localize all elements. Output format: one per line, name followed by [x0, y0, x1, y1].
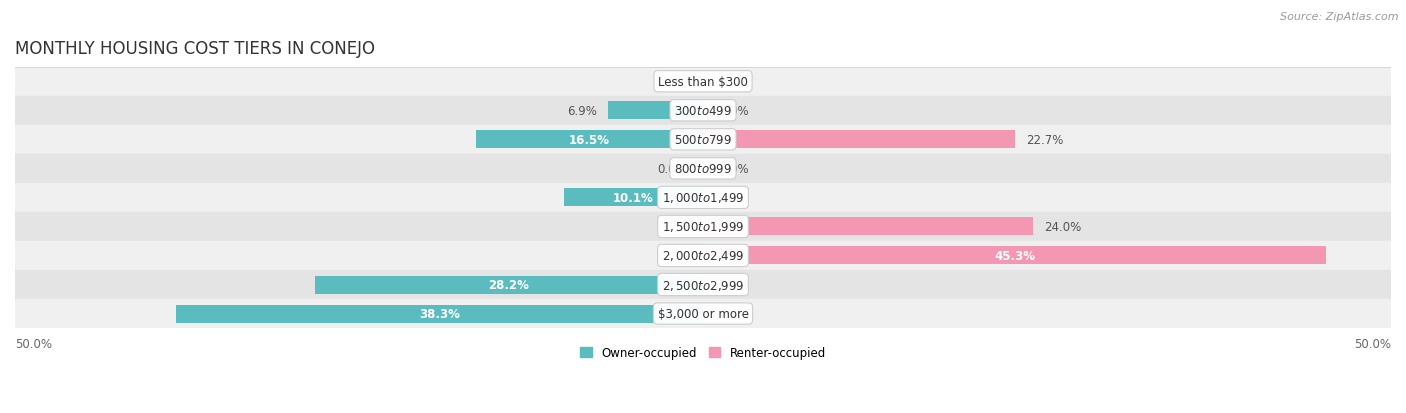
Text: $1,000 to $1,499: $1,000 to $1,499 [662, 191, 744, 205]
Bar [15, 271, 1391, 299]
Bar [703, 247, 1326, 265]
Text: 0.0%: 0.0% [720, 162, 749, 176]
Bar [15, 68, 1391, 97]
Text: 50.0%: 50.0% [1354, 337, 1391, 350]
Text: $800 to $999: $800 to $999 [673, 162, 733, 176]
Bar [15, 126, 1391, 154]
Text: 0.0%: 0.0% [720, 278, 749, 291]
Bar [15, 183, 1391, 212]
Text: 45.3%: 45.3% [994, 249, 1035, 262]
Bar [15, 97, 1391, 126]
Text: 22.7%: 22.7% [1026, 133, 1064, 147]
Bar [607, 102, 703, 120]
Text: 0.0%: 0.0% [720, 104, 749, 118]
Text: 0.0%: 0.0% [720, 76, 749, 88]
Bar [315, 276, 703, 294]
Text: 0.0%: 0.0% [657, 162, 686, 176]
Text: 0.0%: 0.0% [720, 192, 749, 204]
Text: 28.2%: 28.2% [488, 278, 530, 291]
Text: 0.0%: 0.0% [657, 76, 686, 88]
Bar [15, 154, 1391, 183]
Bar [15, 241, 1391, 271]
Bar [477, 131, 703, 149]
Text: Less than $300: Less than $300 [658, 76, 748, 88]
Text: 38.3%: 38.3% [419, 307, 460, 320]
Bar [703, 218, 1033, 236]
Bar [15, 299, 1391, 328]
Bar [15, 212, 1391, 241]
Text: $1,500 to $1,999: $1,500 to $1,999 [662, 220, 744, 234]
Text: 16.5%: 16.5% [569, 133, 610, 147]
Text: MONTHLY HOUSING COST TIERS IN CONEJO: MONTHLY HOUSING COST TIERS IN CONEJO [15, 40, 375, 58]
Text: 10.1%: 10.1% [613, 192, 654, 204]
Text: $500 to $799: $500 to $799 [673, 133, 733, 147]
Bar [564, 189, 703, 207]
Text: 0.0%: 0.0% [720, 307, 749, 320]
Bar [703, 131, 1015, 149]
Text: 50.0%: 50.0% [15, 337, 52, 350]
Text: 24.0%: 24.0% [1045, 221, 1081, 233]
Text: $300 to $499: $300 to $499 [673, 104, 733, 118]
Text: 0.0%: 0.0% [657, 249, 686, 262]
Bar [176, 305, 703, 323]
Text: 0.0%: 0.0% [657, 221, 686, 233]
Text: 6.9%: 6.9% [567, 104, 598, 118]
Text: $2,000 to $2,499: $2,000 to $2,499 [662, 249, 744, 263]
Text: $3,000 or more: $3,000 or more [658, 307, 748, 320]
Legend: Owner-occupied, Renter-occupied: Owner-occupied, Renter-occupied [575, 342, 831, 364]
Text: Source: ZipAtlas.com: Source: ZipAtlas.com [1281, 12, 1399, 22]
Text: $2,500 to $2,999: $2,500 to $2,999 [662, 278, 744, 292]
